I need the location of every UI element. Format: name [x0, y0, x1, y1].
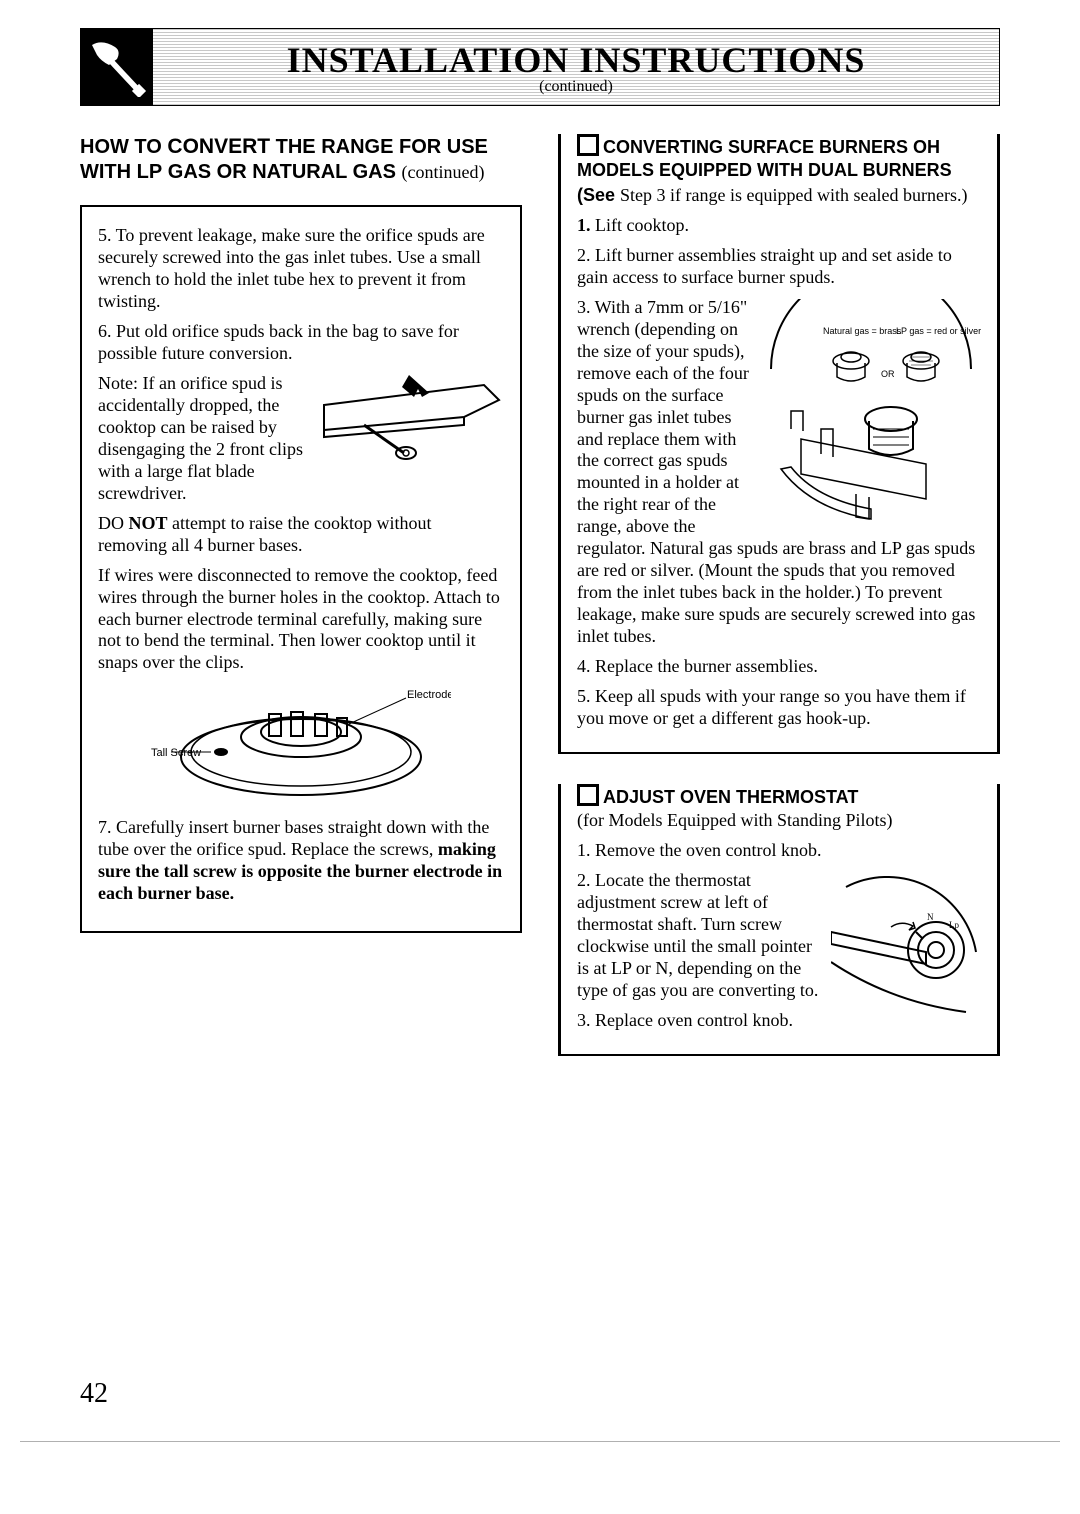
title-convert: CONVERT [167, 135, 270, 158]
do-not-warning: DO NOT attempt to raise the cooktop with… [98, 513, 504, 557]
r-step-4: 4. Replace the burner assemblies. [577, 656, 981, 678]
title-lp: LP [137, 161, 163, 183]
title-continued: (continued) [402, 162, 485, 182]
header-subtitle: (continued) [539, 78, 613, 96]
r-step-5: 5. Keep all spuds with your range so you… [577, 686, 981, 730]
step-6: 6. Put old orifice spuds back in the bag… [98, 321, 504, 365]
note-with-figure: Note: If an orifice spud is accidentally… [98, 373, 504, 513]
t-step-1: 1. Remove the oven control knob. [577, 840, 981, 862]
spud-figure: Natural gas = brass LP gas = red or silv… [761, 299, 981, 534]
subhead-burners: CONVERTING SURFACE BURNERS OH MODELS EQU… [577, 134, 981, 181]
right-box-1: CONVERTING SURFACE BURNERS OH MODELS EQU… [558, 134, 1000, 754]
title-pre: HOW TO [80, 136, 167, 158]
svg-text:N: N [927, 912, 934, 922]
see-note: (See Step 3 if range is equipped with se… [577, 185, 981, 207]
svg-text:Lp: Lp [949, 920, 959, 930]
svg-text:OR: OR [881, 369, 895, 379]
burner-base-figure: Electrode Tall Screw [98, 682, 504, 807]
checkbox-icon [577, 134, 599, 156]
right-box-2: ADJUST OVEN THERMOSTAT (for Models Equip… [558, 784, 1000, 1056]
checkbox-icon [577, 784, 599, 806]
tall-screw-label: Tall Screw [151, 747, 201, 759]
subhead-thermostat: ADJUST OVEN THERMOSTAT [577, 784, 981, 809]
footer-rule [20, 1441, 1060, 1442]
thermo-note: (for Models Equipped with Standing Pilot… [577, 810, 981, 832]
header-title: INSTALLATION INSTRUCTIONS [287, 39, 866, 81]
title-post: GAS OR NATURAL GAS [162, 161, 401, 183]
left-box: 5. To prevent leakage, make sure the ori… [80, 205, 522, 933]
header-bar: INSTALLATION INSTRUCTIONS (continued) [80, 28, 1000, 106]
svg-text:LP gas = red or silver: LP gas = red or silver [896, 326, 981, 336]
thermo-figure-wrap: N Lp 2. Locate the thermostat adjustment… [577, 870, 981, 1040]
cooktop-clip-figure [314, 375, 504, 470]
page-number: 42 [80, 1378, 108, 1410]
screwdriver-hand-icon [81, 29, 153, 105]
svg-text:Natural gas = brass: Natural gas = brass [823, 326, 902, 336]
header-title-area: INSTALLATION INSTRUCTIONS (continued) [153, 29, 999, 105]
r-step-1: 1. Lift cooktop. [577, 215, 981, 237]
thermostat-figure: N Lp [831, 872, 981, 1027]
spud-figure-wrap: Natural gas = brass LP gas = red or silv… [577, 297, 981, 656]
step-5: 5. To prevent leakage, make sure the ori… [98, 225, 504, 313]
electrode-label: Electrode [407, 689, 451, 701]
wires-paragraph: If wires were disconnected to remove the… [98, 565, 504, 675]
r-step-2: 2. Lift burner assemblies straight up an… [577, 245, 981, 289]
left-section-title: HOW TO CONVERT THE RANGE FOR USE WITH LP… [80, 134, 522, 185]
step-7: 7. Carefully insert burner bases straigh… [98, 817, 504, 905]
